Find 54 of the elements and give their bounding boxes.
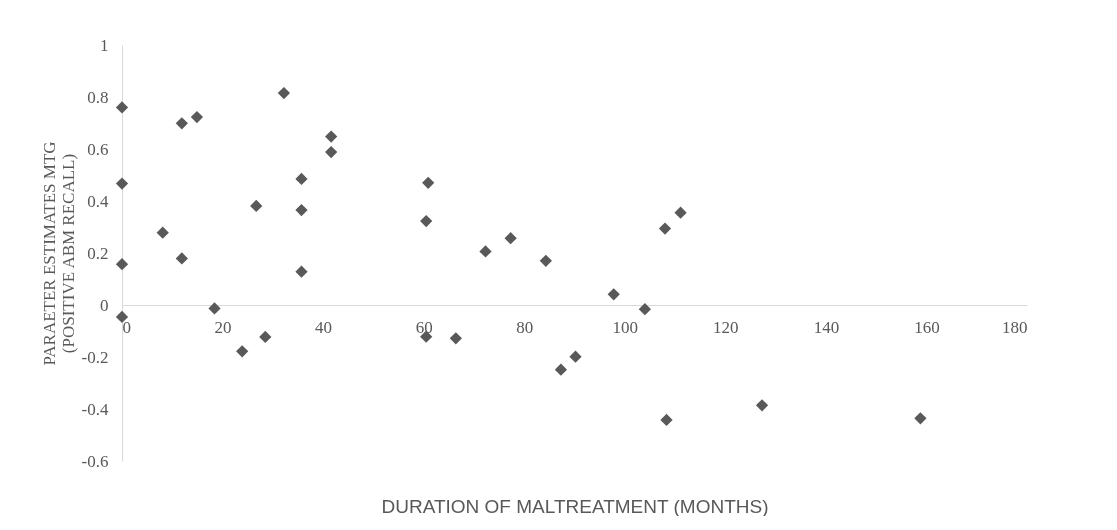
- point: [236, 345, 249, 358]
- point: [422, 176, 435, 189]
- point: [420, 214, 433, 228]
- y-tick-label: 0: [100, 295, 109, 315]
- point: [115, 310, 129, 324]
- point: [175, 252, 188, 265]
- y-tick-label: -0.4: [81, 399, 109, 419]
- y-axis-title: PARAETER ESTIMATES MTG (POSITIVE ABM RECALL): [39, 141, 78, 366]
- point: [504, 232, 517, 245]
- point: [156, 226, 169, 239]
- point: [449, 332, 462, 345]
- point: [607, 288, 620, 301]
- point: [295, 265, 308, 278]
- point: [115, 177, 129, 190]
- point: [554, 363, 568, 376]
- y-tick-label: 0.8: [87, 87, 109, 107]
- point: [755, 399, 769, 412]
- point: [325, 146, 338, 159]
- y-tick-label: 1: [100, 35, 109, 55]
- y-tick-label: 0.6: [87, 139, 109, 159]
- x-tick-label: 160: [914, 317, 940, 337]
- point: [115, 258, 129, 271]
- point: [259, 330, 272, 344]
- x-tick-label: 140: [813, 317, 840, 337]
- point: [539, 254, 552, 267]
- point: [250, 199, 263, 213]
- x-tick-label: 180: [1002, 317, 1028, 337]
- x-tick-label: 80: [516, 317, 534, 337]
- point: [277, 86, 291, 100]
- point: [190, 110, 204, 124]
- x-tick-label: 40: [315, 317, 333, 337]
- point: [175, 117, 188, 130]
- x-tick-label: 60: [415, 317, 433, 337]
- point: [115, 101, 129, 114]
- point: [208, 302, 221, 315]
- point: [638, 303, 652, 316]
- point: [295, 172, 308, 186]
- y-tick-label: 0.2: [87, 243, 109, 263]
- x-tick-label: 120: [713, 317, 739, 337]
- y-tick-label: 0.4: [87, 191, 109, 211]
- y-tick-label: -0.2: [81, 347, 109, 367]
- point: [914, 412, 927, 425]
- point: [479, 245, 492, 258]
- x-tick-label: 0: [122, 317, 131, 337]
- x-axis-title: DURATION OF MALTREATMENT (MONTHS): [381, 495, 769, 517]
- point: [658, 222, 672, 235]
- point: [325, 130, 338, 143]
- y-tick-label: -0.6: [81, 451, 109, 471]
- point: [569, 350, 582, 363]
- point: [660, 413, 673, 427]
- point: [674, 206, 687, 219]
- x-tick-label: 100: [612, 317, 639, 337]
- x-tick-label: 20: [214, 317, 232, 337]
- point: [295, 203, 308, 217]
